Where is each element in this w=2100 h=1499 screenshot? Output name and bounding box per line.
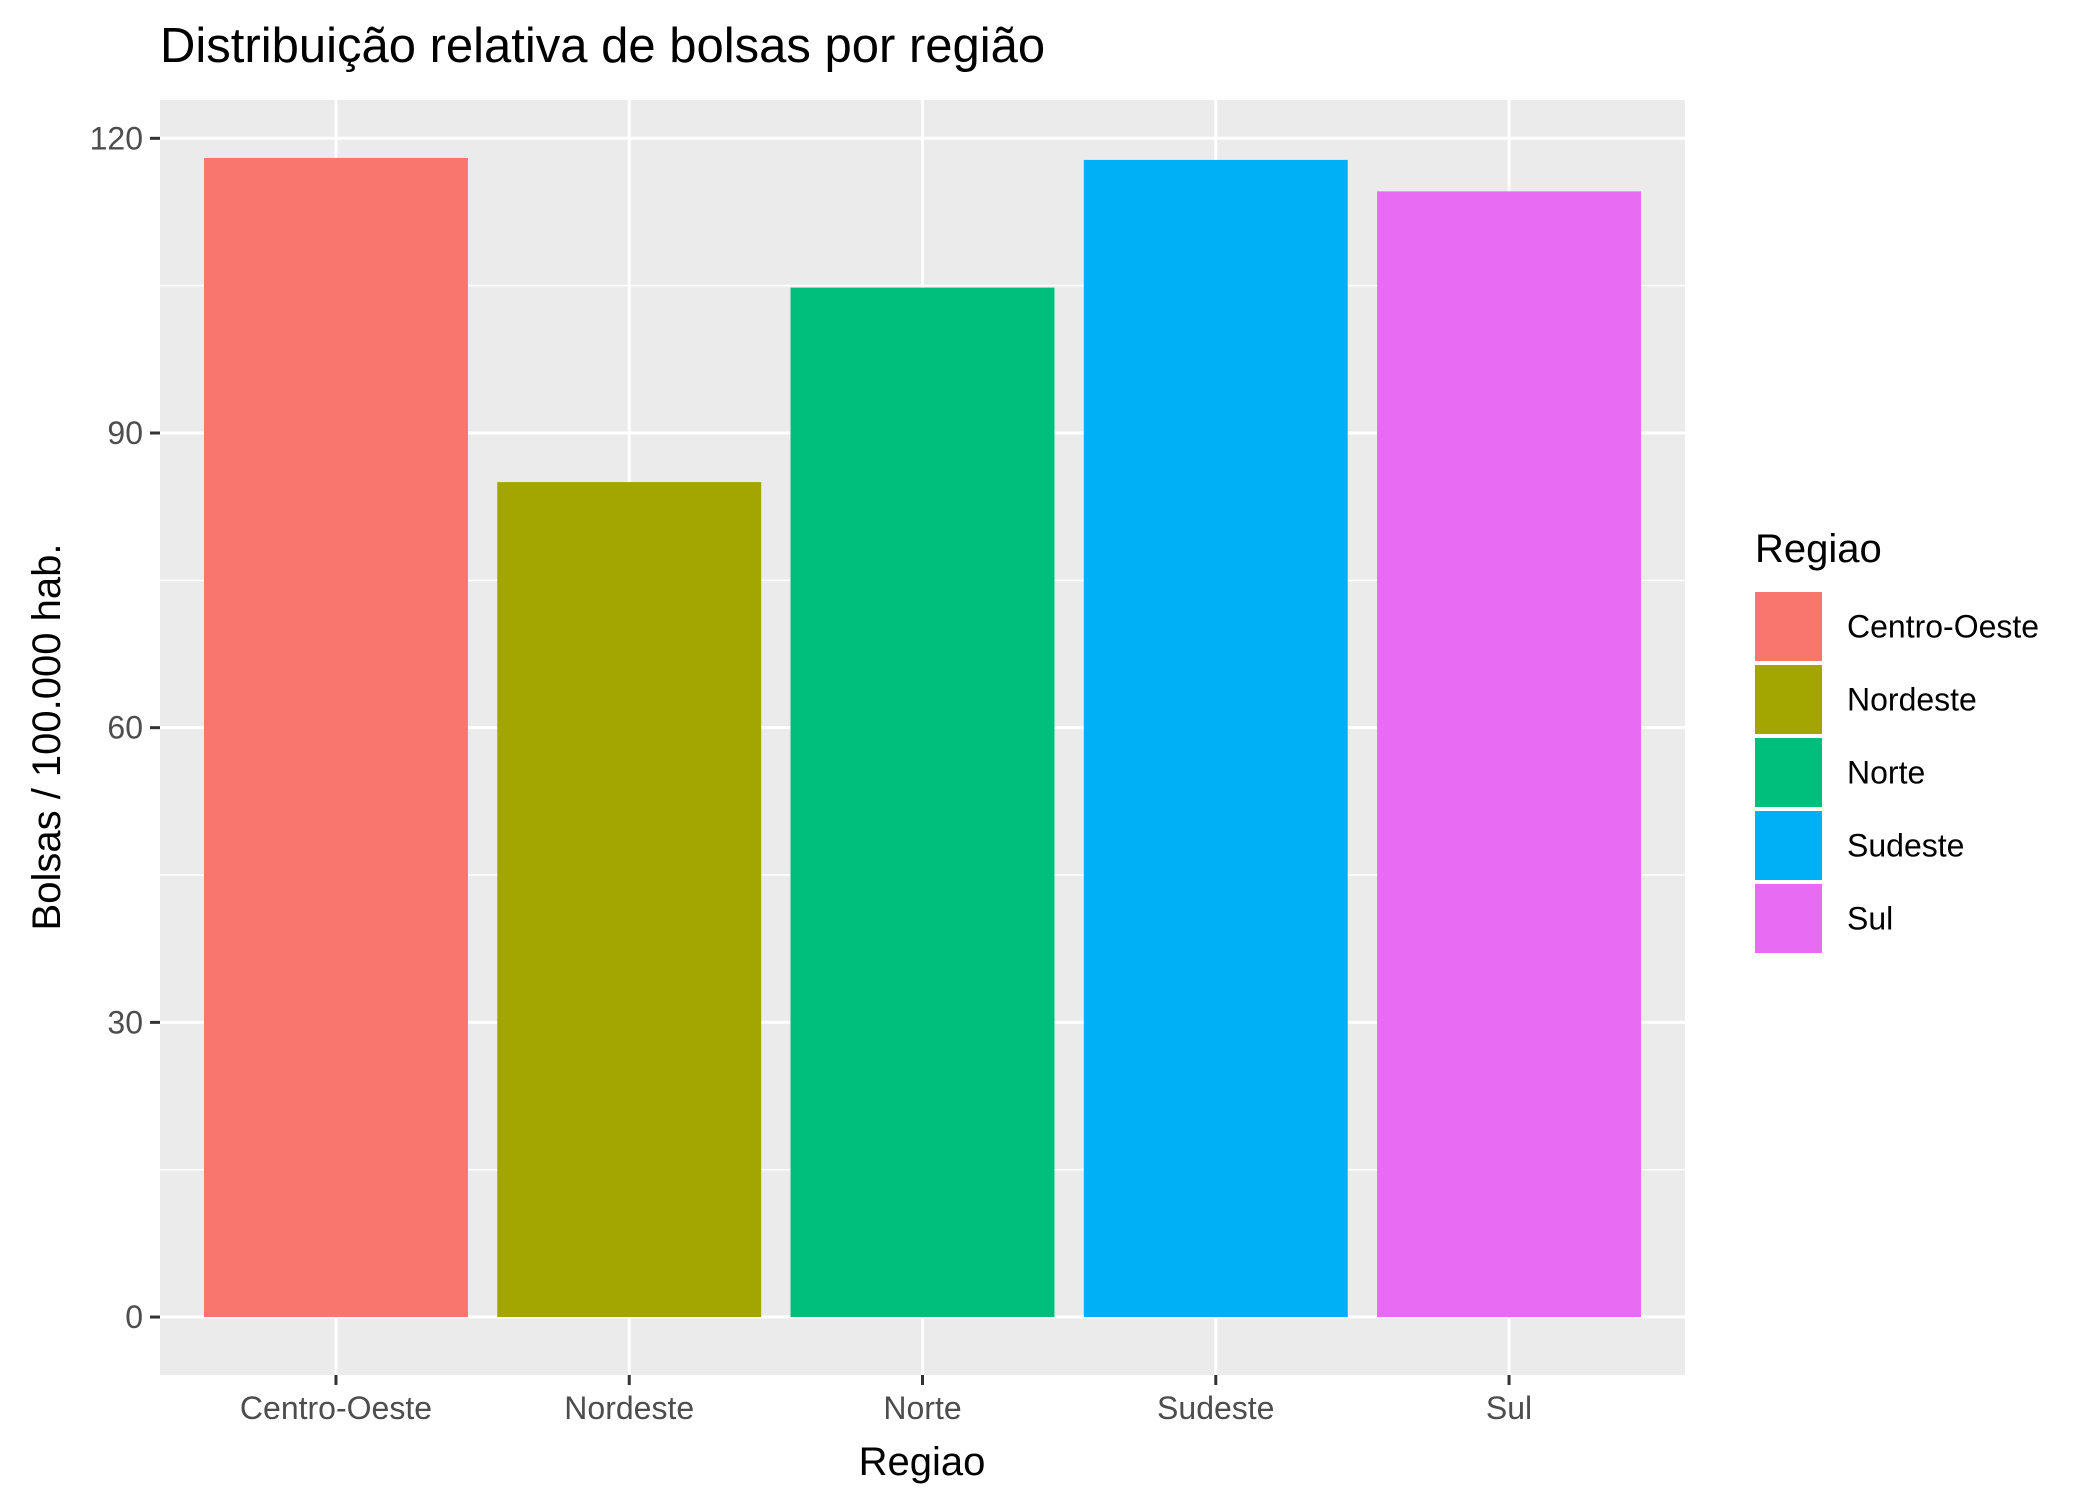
bar-centro-oeste <box>203 157 468 1318</box>
x-axis: Centro-Oeste Nordeste Norte Sudeste Sul <box>240 1375 1532 1426</box>
legend-label: Sudeste <box>1847 828 1964 864</box>
legend-key <box>1755 811 1822 880</box>
x-axis-title: Regiao <box>859 1440 986 1484</box>
x-tick-label: Nordeste <box>564 1390 694 1426</box>
x-tick-label: Centro-Oeste <box>240 1390 432 1426</box>
legend-label: Centro-Oeste <box>1847 609 2039 645</box>
y-axis-title: Bolsas / 100.000 hab. <box>25 544 69 931</box>
legend-label: Norte <box>1847 755 1925 791</box>
legend-title: Regiao <box>1755 527 1882 571</box>
x-tick-label: Norte <box>883 1390 961 1426</box>
bar-sul <box>1377 191 1642 1318</box>
legend-items: Centro-Oeste Nordeste Norte Sudeste Sul <box>1755 592 2039 953</box>
bars <box>203 157 1642 1318</box>
bar-nordeste <box>497 482 762 1318</box>
legend-label: Sul <box>1847 901 1893 937</box>
y-tick-label: 90 <box>107 415 143 451</box>
y-tick-label: 30 <box>107 1004 143 1040</box>
legend-key <box>1755 665 1822 734</box>
legend-key <box>1755 884 1822 953</box>
y-axis: 0 30 60 90 120 <box>90 120 160 1335</box>
legend-key <box>1755 592 1822 661</box>
y-tick-label: 60 <box>107 710 143 746</box>
bar-sudeste <box>1083 159 1348 1318</box>
y-tick-label: 0 <box>125 1299 143 1335</box>
chart-title: Distribuição relativa de bolsas por regi… <box>160 19 1045 73</box>
y-tick-label: 120 <box>90 120 143 156</box>
legend: Regiao Centro-Oeste Nordeste Norte Sudeste S… <box>1755 527 2039 953</box>
legend-label: Nordeste <box>1847 682 1977 718</box>
bar-norte <box>790 287 1055 1318</box>
x-tick-label: Sudeste <box>1157 1390 1274 1426</box>
x-tick-label: Sul <box>1486 1390 1532 1426</box>
legend-key <box>1755 738 1822 807</box>
